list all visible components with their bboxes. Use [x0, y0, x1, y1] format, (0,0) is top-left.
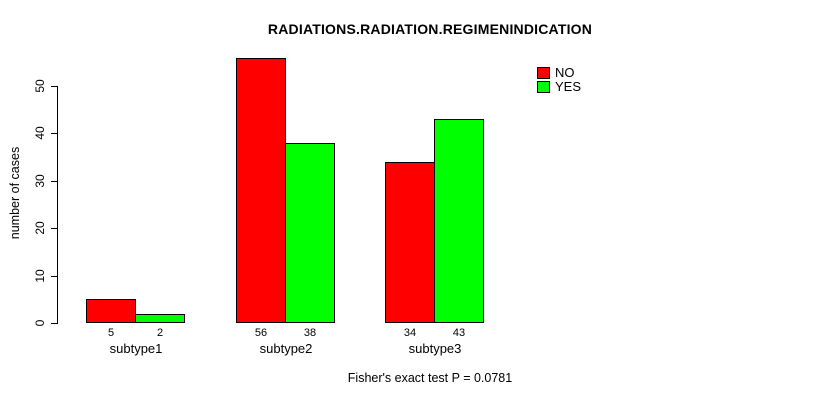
- chart-title: RADIATIONS.RADIATION.REGIMENINDICATION: [267, 21, 593, 37]
- bar-value-label: 43: [452, 327, 466, 339]
- category-label-subtype2: subtype2: [259, 341, 313, 356]
- bar-value-label: 5: [107, 327, 115, 339]
- category-label-subtype3: subtype3: [408, 341, 462, 356]
- y-axis-tick-label: 40: [33, 126, 47, 141]
- bar-value-label: 34: [403, 327, 417, 339]
- bar-no-subtype1: [86, 299, 136, 323]
- y-axis-tick-label: 0: [33, 319, 47, 327]
- legend-label: YES: [555, 79, 582, 94]
- y-axis-tick-label: 50: [33, 79, 47, 93]
- bar-yes-subtype2: [285, 143, 335, 323]
- y-axis-tick-label: 30: [33, 174, 47, 188]
- y-axis-tick: [51, 228, 57, 230]
- y-axis-tick: [51, 180, 57, 182]
- y-axis-tick: [51, 323, 57, 324]
- bar-value-label: 2: [156, 327, 164, 339]
- y-axis-tick: [51, 133, 57, 135]
- legend-label: NO: [555, 65, 575, 80]
- y-axis-title: number of cases: [8, 146, 22, 240]
- bar-value-label: 56: [254, 327, 268, 339]
- legend-swatch-yes: [537, 80, 550, 93]
- bar-yes-subtype1: [135, 314, 185, 323]
- legend: NO YES: [537, 66, 581, 94]
- bar-no-subtype3: [385, 162, 435, 323]
- fisher-test-annotation: Fisher's exact test P = 0.0781: [347, 371, 513, 385]
- bar-value-label: 38: [303, 327, 317, 339]
- legend-item-yes: YES: [537, 80, 581, 93]
- legend-item-no: NO: [537, 66, 581, 79]
- y-axis-tick-label: 20: [33, 221, 47, 235]
- y-axis-line: [57, 86, 58, 324]
- y-axis-tick: [51, 86, 57, 87]
- y-axis-tick: [51, 275, 57, 277]
- y-axis-tick-label: 10: [33, 268, 47, 283]
- legend-swatch-no: [537, 66, 550, 79]
- bar-no-subtype2: [236, 58, 286, 323]
- bar-yes-subtype3: [434, 119, 484, 323]
- category-label-subtype1: subtype1: [109, 341, 163, 356]
